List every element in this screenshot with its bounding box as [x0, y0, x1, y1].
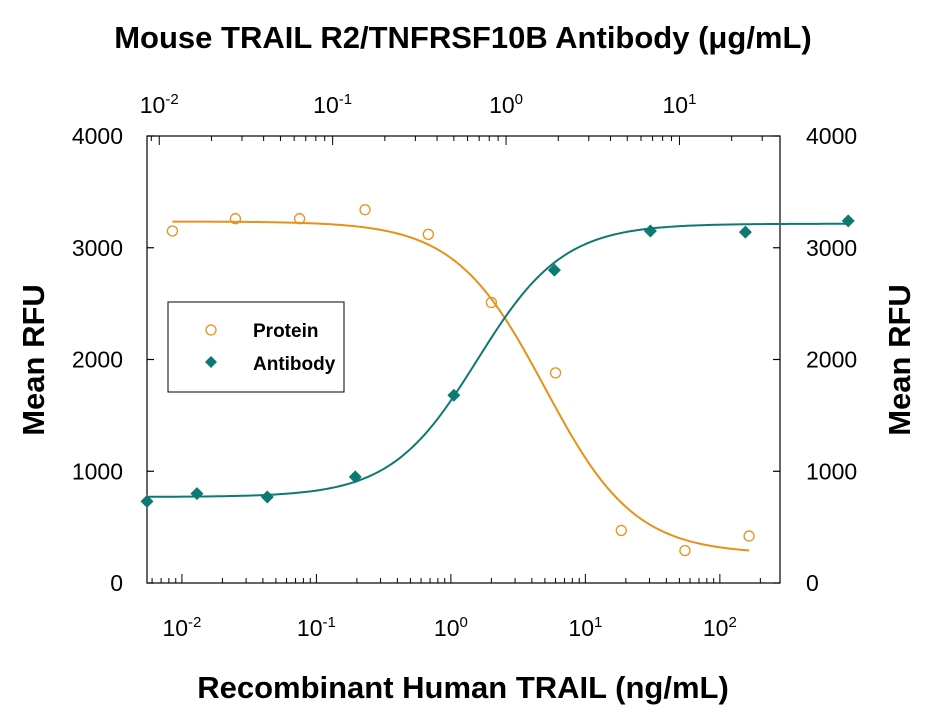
top-x-tick-label: 10-1: [313, 91, 352, 118]
axis-ticks: 0 0 1000 1000 2000 2000 3000 3000 4000 4000 10-2 10…: [72, 91, 857, 641]
y-axis-title-right: Mean RFU: [882, 284, 917, 436]
protein-point: [229, 213, 242, 225]
protein-point: [743, 530, 755, 542]
antibody-point: [738, 225, 752, 239]
legend-antibody-marker: [205, 356, 217, 368]
antibody-point: [140, 494, 154, 508]
fit-curve-protein: [172, 220, 750, 552]
protein-point: [549, 367, 562, 379]
top-x-tick-label: 101: [662, 91, 696, 118]
protein-point: [615, 524, 627, 537]
y-tick-label-left: 3000: [72, 235, 123, 261]
legend-box: [167, 301, 345, 393]
y-tick-label-right: 1000: [806, 458, 857, 484]
protein-point: [166, 225, 179, 237]
y-tick-label-right: 3000: [806, 235, 857, 261]
protein-point: [359, 204, 371, 216]
legend: Protein Antibody: [167, 301, 345, 393]
antibody-point: [547, 263, 561, 277]
x-tick-label: 10-2: [162, 614, 201, 641]
antibody-point: [447, 388, 461, 402]
top-x-tick-label: 100: [489, 91, 523, 118]
y-tick-label-left: 4000: [72, 123, 123, 149]
x-tick-label: 10-1: [297, 614, 336, 641]
legend-protein-marker: [205, 324, 217, 336]
y-tick-label-left: 0: [110, 570, 123, 596]
y-tick-label-left: 1000: [72, 458, 123, 484]
protein-point: [422, 228, 435, 240]
x-axis-title: Recombinant Human TRAIL (ng/mL): [197, 670, 729, 705]
antibody-point: [190, 487, 204, 501]
data-points: [140, 204, 855, 557]
x-tick-label: 100: [434, 614, 468, 641]
y-tick-label-right: 4000: [806, 123, 857, 149]
legend-protein-label: Protein: [253, 321, 318, 342]
y-axis-title-left: Mean RFU: [16, 284, 51, 436]
protein-point: [679, 544, 691, 557]
antibody-point: [348, 470, 362, 484]
protein-point: [293, 213, 306, 225]
y-tick-label-right: 2000: [806, 347, 857, 373]
protein-point: [485, 296, 498, 309]
top-x-tick-label: 10-2: [140, 91, 179, 118]
antibody-point: [643, 224, 657, 238]
top-axis-title: Mouse TRAIL R2/TNFRSF10B Antibody (μg/mL…: [114, 20, 812, 55]
x-tick-label: 101: [568, 614, 602, 641]
x-tick-label: 102: [703, 614, 737, 641]
antibody-point: [841, 214, 855, 228]
y-tick-label-right: 0: [806, 570, 819, 596]
antibody-point: [260, 490, 274, 504]
y-tick-label-left: 2000: [72, 347, 123, 373]
legend-antibody-label: Antibody: [253, 354, 336, 375]
